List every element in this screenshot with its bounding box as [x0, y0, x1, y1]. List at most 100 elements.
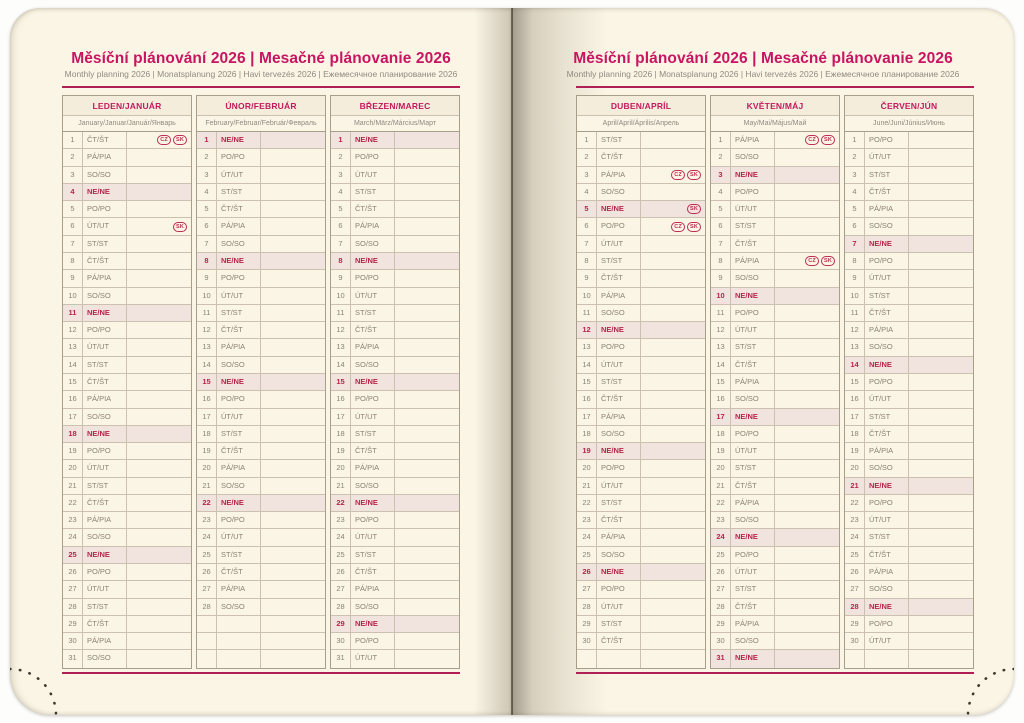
- day-abbr: PO/PO: [597, 460, 641, 477]
- day-abbr: ST/ST: [731, 218, 775, 235]
- day-row: 28 ČT/ŠT: [711, 598, 839, 616]
- day-abbr: PO/PO: [217, 391, 261, 408]
- day-abbr: ÚT/UT: [597, 477, 641, 494]
- notes-cell: [395, 357, 459, 373]
- page-header: Měsíční plánování 2026 | Mesačné plánova…: [10, 8, 512, 80]
- day-number: 10: [331, 287, 351, 304]
- notes-cell: [127, 564, 191, 580]
- day-row: 21 SO/SO: [331, 477, 459, 495]
- notes-cell: [909, 426, 973, 442]
- day-row: 31 SO/SO: [63, 650, 191, 668]
- day-row: 19 ČT/ŠT: [197, 443, 325, 461]
- day-abbr: SO/SO: [351, 235, 395, 252]
- day-number: 6: [63, 218, 83, 235]
- day-row: 23 ČT/ŠT: [577, 512, 705, 530]
- day-abbr: [217, 650, 261, 668]
- month-subtitle: March/März/Március/Март: [331, 116, 459, 132]
- day-number: 25: [63, 546, 83, 564]
- sk-holiday-badge: SK: [686, 169, 701, 180]
- month-subtitle: June/Juni/Június/Июнь: [845, 116, 973, 132]
- day-row: 25 ST/ST: [331, 546, 459, 565]
- day-number: 26: [577, 564, 597, 581]
- day-number: 20: [331, 460, 351, 477]
- month-subtitle: February/Februar/Február/Февраль: [197, 116, 325, 132]
- day-number: 18: [711, 425, 731, 443]
- notes-cell: [775, 149, 839, 165]
- day-row: 25 PO/PO: [711, 546, 839, 565]
- day-abbr: ST/ST: [597, 494, 641, 512]
- day-abbr: PO/PO: [865, 252, 909, 270]
- day-row: 11 ČT/ŠT: [845, 304, 973, 323]
- day-abbr: NE/NE: [731, 408, 775, 425]
- day-abbr: ST/ST: [217, 546, 261, 564]
- day-row: 29 ST/ST: [577, 615, 705, 634]
- day-row: 27 PÁ/PIA: [197, 581, 325, 599]
- notes-cell: [261, 495, 325, 511]
- day-abbr: ČT/ŠT: [731, 356, 775, 373]
- day-abbr: SO/SO: [865, 218, 909, 235]
- day-abbr: ÚT/UT: [83, 339, 127, 356]
- day-abbr: ČT/ŠT: [83, 494, 127, 512]
- sk-holiday-badge: SK: [172, 221, 187, 232]
- day-number: 19: [63, 443, 83, 460]
- day-abbr: NE/NE: [83, 546, 127, 564]
- notes-cell: [127, 201, 191, 217]
- month-body: 1 NE/NE 2 PO/PO 3 ÚT/UT 4 ST/ST 5 ČT/ŠT 6 PÁ/PIA 7 SO…: [197, 132, 325, 668]
- notes-cell: [261, 253, 325, 269]
- day-abbr: PO/PO: [865, 373, 909, 391]
- notes-cell: [775, 633, 839, 649]
- page-title: Měsíční plánování 2026 | Mesačné plánova…: [71, 50, 451, 67]
- day-abbr: PO/PO: [597, 218, 641, 235]
- day-row: [197, 615, 325, 634]
- day-abbr: SO/SO: [865, 460, 909, 477]
- day-abbr: ST/ST: [865, 408, 909, 425]
- day-row: 5 PO/PO: [63, 201, 191, 219]
- notes-cell: [909, 633, 973, 649]
- day-abbr: ÚT/UT: [731, 201, 775, 218]
- day-abbr: ÚT/UT: [865, 512, 909, 529]
- day-abbr: NE/NE: [731, 287, 775, 304]
- notes-cell: [395, 599, 459, 615]
- day-abbr: SO/SO: [351, 356, 395, 373]
- notes-cell: [261, 460, 325, 476]
- cz-holiday-badge: CZ: [157, 135, 171, 146]
- notes-cell: [395, 374, 459, 390]
- day-row: 11 ST/ST: [197, 304, 325, 323]
- day-row: 7 SO/SO: [197, 235, 325, 253]
- day-row: 17 ÚT/UT: [331, 408, 459, 426]
- day-number: 3: [197, 166, 217, 183]
- day-number: 1: [197, 132, 217, 149]
- notes-cell: [261, 305, 325, 321]
- day-number: [197, 650, 217, 668]
- day-number: 19: [331, 443, 351, 460]
- day-abbr: NE/NE: [83, 425, 127, 443]
- day-number: 7: [331, 235, 351, 252]
- notes-cell: [395, 650, 459, 667]
- notes-cell: [261, 478, 325, 494]
- notes-cell: [641, 374, 705, 390]
- day-number: 8: [63, 252, 83, 270]
- notes-cell: [775, 339, 839, 355]
- notes-cell: [775, 391, 839, 407]
- day-number: 27: [711, 581, 731, 598]
- day-abbr: PÁ/PIA: [597, 287, 641, 304]
- day-abbr: ST/ST: [597, 132, 641, 149]
- day-abbr: PO/PO: [217, 270, 261, 287]
- day-row: 16 PO/PO: [331, 391, 459, 409]
- month-table: ČERVEN/JÚN June/Juni/Június/Июнь 1 PO/PO 2…: [844, 95, 974, 669]
- notes-cell: [395, 218, 459, 234]
- notes-cell: [127, 184, 191, 200]
- day-abbr: ST/ST: [865, 287, 909, 304]
- day-row: 20 PÁ/PIA: [197, 460, 325, 478]
- day-abbr: ÚT/UT: [83, 460, 127, 477]
- day-number: 10: [577, 287, 597, 304]
- day-row: 27 SO/SO: [845, 581, 973, 599]
- day-row: [845, 650, 973, 668]
- day-number: 23: [845, 512, 865, 529]
- notes-cell: SK: [641, 201, 705, 217]
- notes-cell: [641, 547, 705, 563]
- day-row: 14 SO/SO: [197, 356, 325, 374]
- day-number: 27: [577, 581, 597, 598]
- notes-cell: [395, 633, 459, 649]
- day-row: 22 NE/NE: [197, 494, 325, 513]
